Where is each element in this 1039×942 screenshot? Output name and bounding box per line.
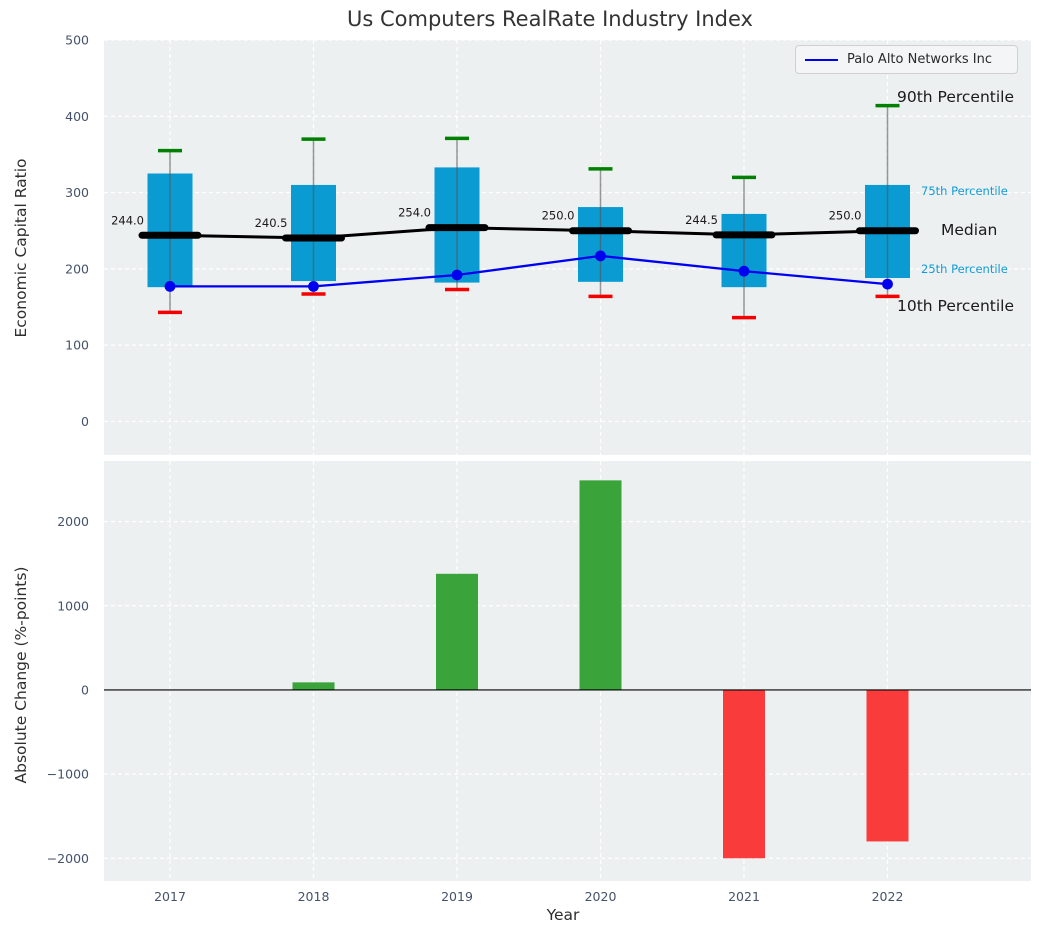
top-y-tick-label: 400 <box>65 109 89 124</box>
annotation-75th-percentile: 75th Percentile <box>921 184 1008 198</box>
chart-title: Us Computers RealRate Industry Index <box>347 7 753 31</box>
median-value-label-2017: 244.0 <box>111 213 144 227</box>
top-y-tick-label: 200 <box>65 261 89 276</box>
top-y-tick-label: 100 <box>65 338 89 353</box>
annotation-median: Median <box>941 221 998 239</box>
bar-2018 <box>292 682 335 690</box>
x-tick-label-2017: 2017 <box>154 889 186 904</box>
bottom-y-tick-label: 1000 <box>57 598 89 613</box>
x-axis-label: Year <box>546 906 580 924</box>
top-y-tick-label: 500 <box>65 33 89 48</box>
median-value-label-2022: 250.0 <box>829 209 862 223</box>
palo-alto-line <box>170 254 888 288</box>
bottom-y-tick-label: 0 <box>81 682 89 697</box>
y-axis-label-top: Economic Capital Ratio <box>12 158 30 338</box>
x-tick-label-2018: 2018 <box>298 889 330 904</box>
legend-line-sample <box>805 58 838 61</box>
annotation-90th-percentile: 90th Percentile <box>897 88 1015 106</box>
median-value-label-2018: 240.5 <box>255 216 288 230</box>
top-y-tick-label: 0 <box>81 414 89 429</box>
x-tick-label-2021: 2021 <box>728 889 760 904</box>
bottom-y-tick-label: 2000 <box>57 514 89 529</box>
x-tick-label-2020: 2020 <box>585 889 617 904</box>
palo-alto-marker-2022 <box>882 278 893 290</box>
palo-alto-marker-2017 <box>164 281 176 292</box>
bottom-y-tick-label: −2000 <box>47 851 89 866</box>
bar-2022 <box>866 689 909 842</box>
annotation-10th-percentile: 10th Percentile <box>897 297 1015 315</box>
palo-alto-marker-2021 <box>738 265 750 277</box>
legend: Palo Alto Networks Inc <box>795 45 1018 74</box>
annotation-25th-percentile: 25th Percentile <box>921 262 1008 276</box>
bar-2020 <box>579 480 622 690</box>
y-axis-label-bottom: Absolute Change (%-points) <box>12 566 30 784</box>
median-value-label-2021: 244.5 <box>685 213 718 227</box>
bar-2019 <box>436 573 478 690</box>
palo-alto-marker-2019 <box>451 269 463 281</box>
legend-label: Palo Alto Networks Inc <box>847 52 993 67</box>
median-value-label-2020: 250.0 <box>542 209 575 223</box>
palo-alto-marker-2018 <box>308 281 319 292</box>
bottom-y-tick-label: −1000 <box>47 767 89 782</box>
x-tick-label-2019: 2019 <box>441 889 473 904</box>
palo-alto-marker-2020 <box>595 250 606 262</box>
bar-2021 <box>723 689 765 859</box>
median-value-label-2019: 254.0 <box>398 206 431 220</box>
top-y-tick-label: 300 <box>65 185 89 200</box>
x-tick-label-2022: 2022 <box>872 889 904 904</box>
